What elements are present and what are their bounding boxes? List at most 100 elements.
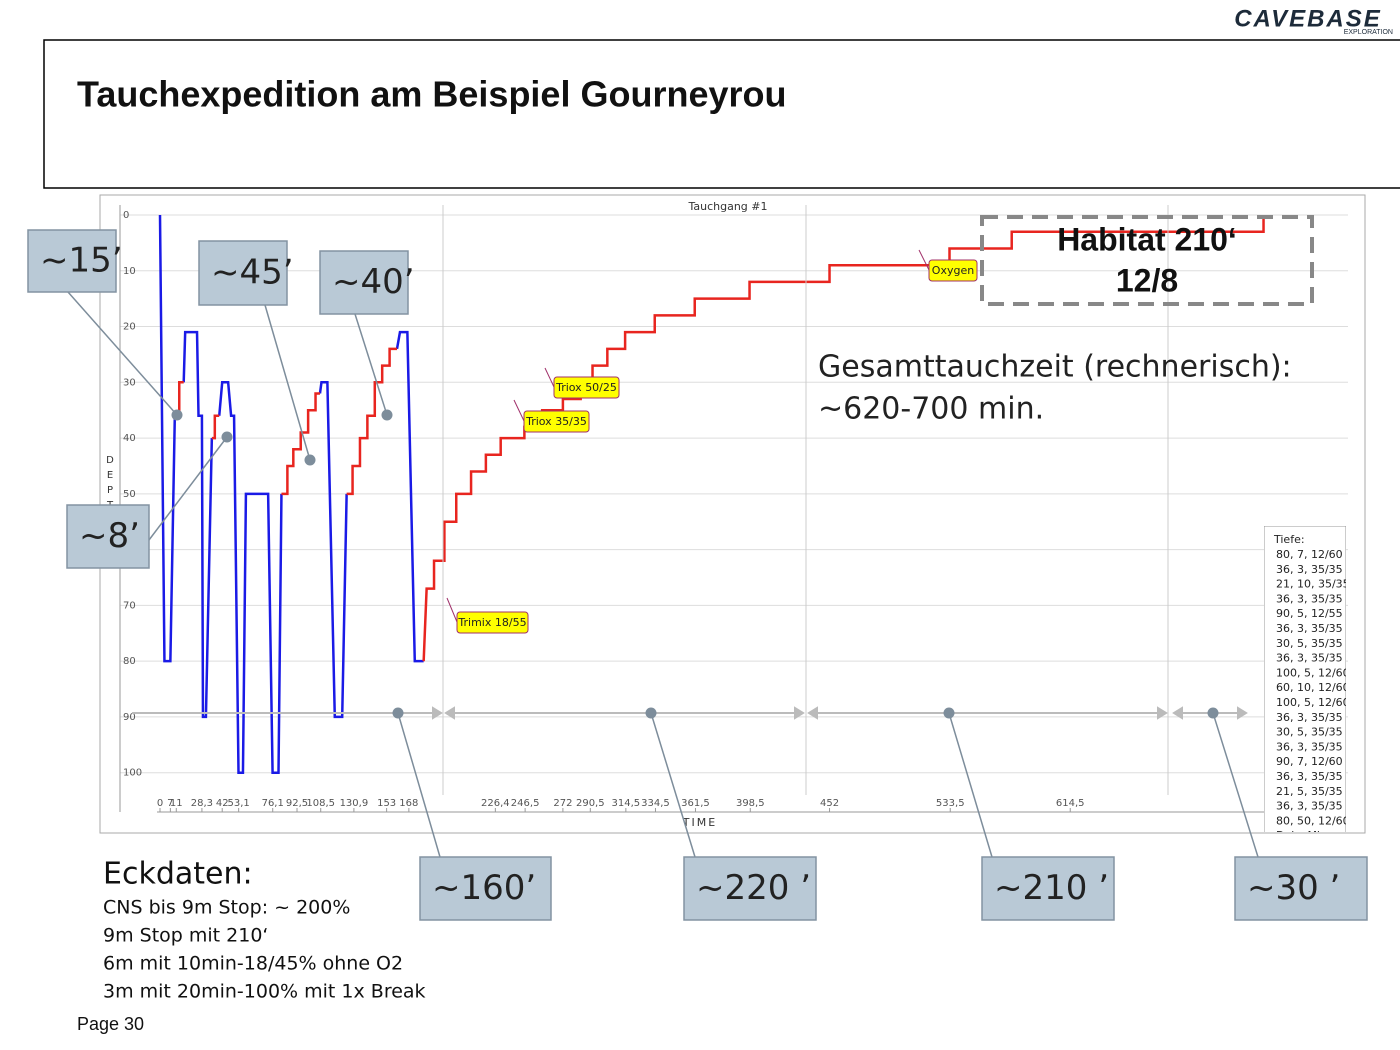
x-tick-label: 226,4 (481, 798, 510, 809)
legend-entry: 80, 50, 12/60 (1276, 814, 1350, 827)
callout-leader (67, 291, 178, 416)
callout-label: ~30 ’ (1247, 868, 1340, 908)
callout-leader (354, 313, 388, 416)
x-tick-label: 11 (170, 798, 183, 809)
gas-label: Trimix 18/55 (457, 616, 526, 629)
x-tick-label: 452 (820, 798, 839, 809)
callout-leader (264, 304, 311, 461)
total-time-label: Gesamttauchzeit (rechnerisch): (818, 350, 1292, 385)
habitat-label: Habitat 210‘ (1057, 221, 1237, 257)
callout-box (319, 250, 409, 315)
legend-box (1264, 526, 1346, 832)
x-tick-label: 168 (399, 798, 418, 809)
x-tick-label: 153 (377, 798, 396, 809)
x-tick-label: 130,9 (340, 798, 369, 809)
callout-dot (943, 707, 955, 719)
callout: ~220 ’ (683, 856, 817, 921)
gas-box (553, 376, 620, 399)
legend-entry: 90, 5, 12/55 (1276, 607, 1343, 620)
y-tick-label: 70 (123, 600, 136, 611)
gas-leader (918, 249, 930, 271)
x-tick-label: 334,5 (641, 798, 670, 809)
callout-label: ~15’ (40, 241, 123, 281)
x-tick-label: 290,5 (576, 798, 605, 809)
callout-leader (650, 712, 696, 858)
y-tick-label: 90 (123, 712, 136, 723)
callout-dot (1207, 707, 1219, 719)
callout-label: ~160’ (432, 868, 536, 908)
x-tick-label: 92,5 (286, 798, 308, 809)
depth-profile (174, 215, 1265, 662)
gas-leader (446, 597, 458, 623)
legend-entry: 36, 3, 35/35 (1276, 740, 1343, 753)
gas-box (456, 611, 529, 634)
callout-box (198, 240, 288, 306)
legend-entry: 36, 3, 35/35 (1276, 800, 1343, 813)
legend-entry: Deko Mix (1276, 829, 1327, 842)
callout-box (981, 856, 1115, 921)
legend-entry: 90, 7, 12/60 (1276, 755, 1343, 768)
y-axis-label: DEPTH (105, 455, 116, 530)
legend-entry: 80, 7, 12/60 (1276, 548, 1343, 561)
eckdaten-line: 6m mit 10min-18/45% ohne O2 (103, 953, 403, 975)
eckdaten-line: CNS bis 9m Stop: ~ 200% (103, 897, 350, 919)
legend-entry: 36, 3, 35/35 (1276, 563, 1343, 576)
x-tick-label: 28,3 (191, 798, 213, 809)
x-tick-label: 314,5 (612, 798, 641, 809)
legend-entry: 36, 3, 35/35 (1276, 652, 1343, 665)
legend-title: Tiefe: (1273, 533, 1305, 546)
chart-title: Tauchgang #1 (687, 200, 767, 213)
gas-box (928, 259, 978, 282)
callout-leader (148, 436, 228, 541)
eckdaten: CNS bis 9m Stop: ~ 200% 9m Stop mit 210‘ 6… (103, 897, 426, 1003)
x-tick-label: 361,5 (681, 798, 710, 809)
callout-dot (392, 707, 404, 719)
gas-leader (513, 399, 525, 422)
legend-entry: 36, 3, 35/35 (1276, 622, 1343, 635)
x-tick-label: 42 (216, 798, 229, 809)
eckdaten-line: 9m Stop mit 210‘ (103, 925, 268, 947)
y-tick-label: 100 (123, 768, 142, 779)
legend-entry: 36, 3, 35/35 (1276, 711, 1343, 724)
legend-entry: 100, 5, 12/60 (1276, 696, 1350, 709)
y-tick-label: 80 (123, 656, 136, 667)
callout-dot (645, 707, 657, 719)
segment-arrows (132, 706, 1248, 720)
y-tick-label: 50 (123, 489, 136, 500)
x-tick-label: 533,5 (936, 798, 965, 809)
total-time-value: ~620-700 min. (818, 392, 1044, 427)
y-tick-label: 0 (123, 210, 129, 221)
callout: ~15’ (27, 229, 123, 293)
gas-leader (544, 367, 555, 388)
x-tick-label: 7 (167, 798, 173, 809)
legend-entry: 100, 5, 12/60 (1276, 666, 1350, 679)
callout-label: ~210 ’ (994, 868, 1109, 908)
eckdaten-line: 3m mit 20min-100% mit 1x Break (103, 981, 426, 1003)
slide-title: Tauchexpedition am Beispiel Gourneyrou (77, 74, 786, 115)
callout-dot (381, 409, 393, 421)
legend-entry: 30, 5, 35/35 (1276, 637, 1343, 650)
gas-label: Triox 50/25 (555, 381, 617, 394)
legend-entry: 30, 5, 35/35 (1276, 726, 1343, 739)
callout-label: ~220 ’ (696, 868, 811, 908)
gas-labels: Trimix 18/55 Triox 35/35 Triox 50/25 Oxygen (446, 249, 978, 634)
callout: ~45’ (198, 240, 294, 306)
x-tick-label: 398,5 (736, 798, 765, 809)
legend-entry: 60, 10, 12/60 (1276, 681, 1350, 694)
callout-leader (1212, 712, 1259, 858)
y-tick-label: 30 (123, 377, 136, 388)
callout-dot (304, 454, 316, 466)
logo: CAVEBASE (1234, 5, 1382, 32)
callout: ~210 ’ (981, 856, 1115, 921)
gas-box (523, 410, 590, 433)
callout-leader (397, 712, 441, 858)
legend-entry: 21, 10, 35/35 (1276, 578, 1350, 591)
callout: ~30 ’ (1234, 856, 1368, 921)
callout-box (683, 856, 817, 921)
callout-box (66, 504, 150, 569)
callout: ~40’ (319, 250, 415, 315)
depth-profile (158, 214, 424, 774)
legend-entry: 21, 5, 35/35 (1276, 785, 1343, 798)
x-tick-label: 108,5 (306, 798, 335, 809)
